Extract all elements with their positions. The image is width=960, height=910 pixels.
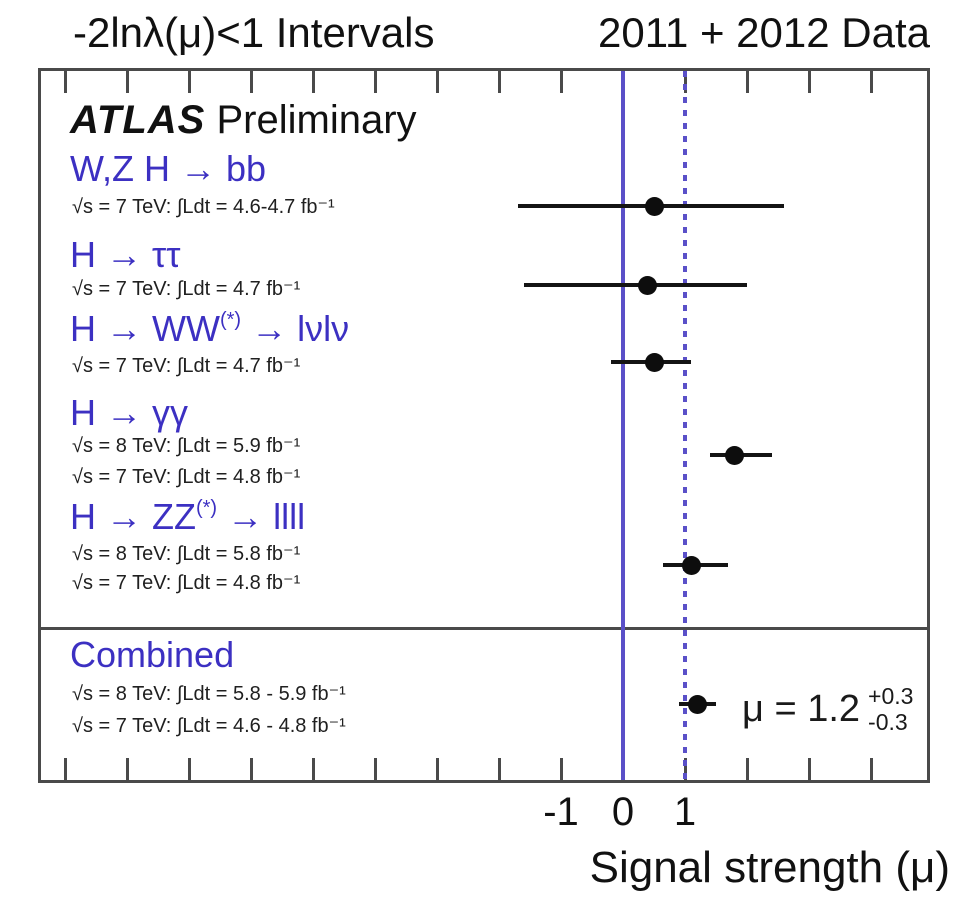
axis-tick-mark — [373, 758, 377, 780]
axis-tick-mark — [249, 71, 253, 93]
channel-label-ww: H → WW(*) → lνlν — [70, 308, 350, 349]
superscript: (*) — [195, 497, 218, 519]
axis-tick-mark — [807, 758, 811, 780]
axis-tick-mark — [373, 71, 377, 93]
mu-error-stack: +0.3 -0.3 — [868, 683, 913, 736]
axis-tick-mark — [311, 71, 315, 93]
combined-result-annotation: μ = 1.2 +0.3 -0.3 — [742, 683, 913, 736]
axis-tick-mark — [497, 71, 501, 93]
axis-tick-mark — [125, 71, 129, 93]
mu-error-up: +0.3 — [868, 683, 914, 709]
lumi-label-zz-7tev: √s = 7 TeV: ∫Ldt = 4.8 fb⁻¹ — [72, 572, 301, 594]
plot-title-left: -2lnλ(μ)<1 Intervals — [73, 9, 435, 56]
combined-separator-line — [41, 627, 927, 630]
axis-tick-mark — [63, 71, 67, 93]
reference-line-mu0 — [621, 71, 625, 780]
channel-label-combined: Combined — [70, 634, 235, 675]
lumi-label-zz-8tev: √s = 8 TeV: ∫Ldt = 5.8 fb⁻¹ — [72, 543, 301, 565]
axis-tick-mark — [559, 71, 563, 93]
channel-label-zz: H → ZZ(*) → llll — [70, 496, 306, 537]
data-point-marker — [644, 196, 664, 216]
data-point-marker — [725, 445, 745, 465]
lumi-label-combined-7tev: √s = 7 TeV: ∫Ldt = 4.6 - 4.8 fb⁻¹ — [72, 715, 346, 737]
axis-tick-mark — [187, 71, 191, 93]
axis-tick-mark — [869, 758, 873, 780]
channel-label-tautau: H → ττ — [70, 234, 181, 275]
axis-tick-mark — [311, 758, 315, 780]
lumi-label-ww: √s = 7 TeV: ∫Ldt = 4.7 fb⁻¹ — [72, 355, 301, 377]
plot-frame — [38, 68, 930, 783]
data-point-marker — [638, 275, 658, 295]
plot-title-right: 2011 + 2012 Data — [597, 9, 930, 56]
lumi-label-combined-8tev: √s = 8 TeV: ∫Ldt = 5.8 - 5.9 fb⁻¹ — [72, 683, 346, 705]
mu-error-down: -0.3 — [868, 709, 908, 736]
data-point-marker — [644, 352, 664, 372]
axis-tick-mark — [869, 71, 873, 93]
lumi-label-tautau: √s = 7 TeV: ∫Ldt = 4.7 fb⁻¹ — [72, 278, 301, 300]
x-tick-label: -1 — [543, 790, 579, 834]
axis-tick-mark — [187, 758, 191, 780]
axis-tick-mark — [435, 758, 439, 780]
axis-tick-mark — [249, 758, 253, 780]
error-bar — [523, 283, 747, 287]
axis-tick-mark — [745, 71, 749, 93]
axis-tick-mark — [63, 758, 67, 780]
experiment-label: ATLAS Preliminary — [70, 98, 417, 143]
preliminary-text: Preliminary — [216, 98, 417, 142]
mu-value-text: μ = 1.2 — [742, 687, 861, 730]
axis-tick-mark — [745, 758, 749, 780]
axis-tick-mark — [125, 758, 129, 780]
data-point-marker — [687, 694, 707, 714]
atlas-logo-text: ATLAS — [70, 98, 206, 142]
channel-label-gammagamma: H → γγ — [70, 392, 189, 433]
axis-tick-mark — [807, 71, 811, 93]
x-axis-title: Signal strength (μ) — [589, 843, 950, 892]
channel-label-bb: W,Z H → bb — [70, 148, 267, 189]
x-tick-label: 1 — [673, 790, 697, 834]
lumi-label-gammagamma-8tev: √s = 8 TeV: ∫Ldt = 5.9 fb⁻¹ — [72, 435, 301, 457]
x-tick-label: 0 — [611, 790, 635, 834]
lumi-label-gammagamma-7tev: √s = 7 TeV: ∫Ldt = 4.8 fb⁻¹ — [72, 466, 301, 488]
axis-tick-mark — [559, 758, 563, 780]
axis-tick-mark — [435, 71, 439, 93]
superscript: (*) — [219, 309, 242, 331]
lumi-label-bb: √s = 7 TeV: ∫Ldt = 4.6-4.7 fb⁻¹ — [72, 196, 335, 218]
reference-line-mu1 — [683, 71, 687, 780]
axis-tick-mark — [497, 758, 501, 780]
data-point-marker — [681, 555, 701, 575]
